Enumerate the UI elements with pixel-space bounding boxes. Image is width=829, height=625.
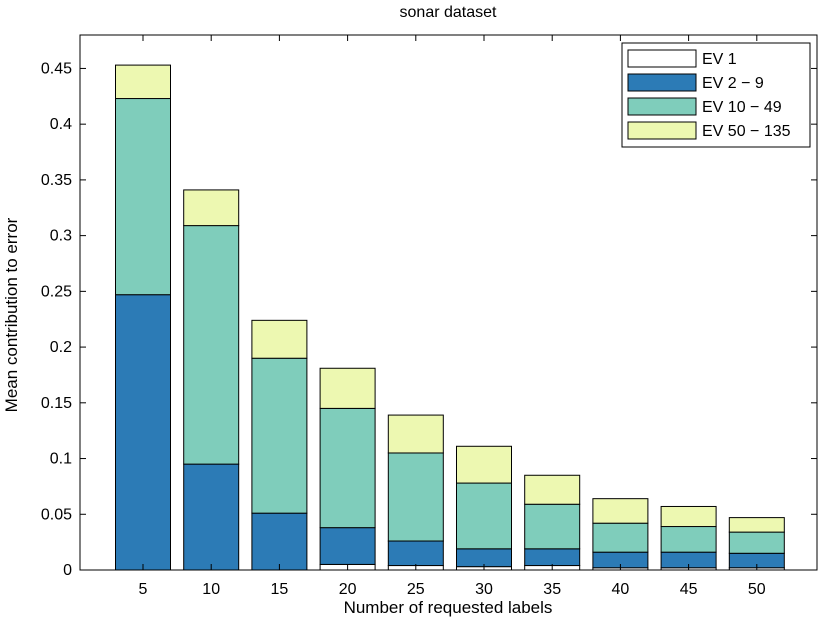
legend-swatch-1 xyxy=(627,49,697,68)
bar-segment-35-series-4 xyxy=(524,474,581,505)
bar-segment-50-series-3 xyxy=(728,531,785,554)
legend-label-3: EV 10 − 49 xyxy=(702,99,782,116)
chart-title: sonar dataset xyxy=(400,4,498,21)
legend-label-4: EV 50 − 135 xyxy=(702,123,791,140)
plot-frame xyxy=(79,34,818,571)
x-tick-label: 30 xyxy=(475,581,493,598)
y-tick-label: 0.05 xyxy=(41,506,72,523)
bar-segment-30-series-4 xyxy=(456,445,512,484)
x-axis-title: Number of requested labels xyxy=(344,598,553,617)
bar-segment-10-series-4 xyxy=(183,189,240,227)
y-tick-label: 0.35 xyxy=(41,172,72,189)
bar-segment-25-series-2 xyxy=(387,540,444,567)
bar-segment-5-series-3 xyxy=(115,98,171,296)
bar-segment-45-series-3 xyxy=(660,526,717,553)
bar-segment-35-series-3 xyxy=(524,503,581,550)
x-tick-label: 40 xyxy=(612,581,630,598)
bar-segment-10-series-3 xyxy=(183,225,240,465)
bar-segment-25-series-4 xyxy=(387,414,444,454)
y-tick-label: 0 xyxy=(63,562,72,579)
x-tick-label: 20 xyxy=(339,581,357,598)
x-tick-label: 45 xyxy=(680,581,698,598)
x-tick-label: 10 xyxy=(202,581,220,598)
bar-segment-15-series-4 xyxy=(251,319,308,359)
legend: EV 1 EV 2 − 9 EV 10 − 49 EV 50 − 135 xyxy=(621,42,811,148)
legend-label-2: EV 2 − 9 xyxy=(702,75,764,92)
bar-segment-40-series-4 xyxy=(592,498,649,524)
bars-layer xyxy=(115,64,785,571)
y-tick-label: 0.1 xyxy=(50,451,72,468)
bar-segment-5-series-2 xyxy=(115,294,171,571)
bar-segment-10-series-2 xyxy=(183,463,240,571)
bar-segment-30-series-3 xyxy=(456,482,512,550)
y-tick-label: 0.25 xyxy=(41,283,72,300)
y-tick-label: 0.3 xyxy=(50,228,72,245)
bar-segment-5-series-4 xyxy=(115,64,171,100)
legend-swatch-3 xyxy=(627,97,697,116)
y-axis-title: Mean contribution to error xyxy=(2,217,21,412)
legend-swatch-4 xyxy=(627,121,697,140)
y-tick-label: 0.2 xyxy=(50,339,72,356)
bar-segment-35-series-2 xyxy=(524,548,581,567)
bar-segment-20-series-2 xyxy=(319,527,376,565)
bar-segment-40-series-3 xyxy=(592,522,649,553)
bar-segment-15-series-3 xyxy=(251,357,308,514)
x-tick-label: 25 xyxy=(407,581,425,598)
legend-label-1: EV 1 xyxy=(702,51,737,68)
y-tick-label: 0.4 xyxy=(50,116,72,133)
bar-segment-30-series-2 xyxy=(456,548,512,568)
axes-layer: 0 0.05 0.1 0.15 0.2 0.25 0.3 0.35 0.4 0.45 5 10 15 20… xyxy=(41,34,818,598)
bar-segment-45-series-4 xyxy=(660,505,717,528)
bar-segment-15-series-2 xyxy=(251,512,308,571)
x-tick-label: 15 xyxy=(271,581,289,598)
bar-segment-25-series-3 xyxy=(387,452,444,542)
y-tick-label: 0.45 xyxy=(41,60,72,77)
bar-segment-20-series-4 xyxy=(319,367,376,409)
x-tick-label: 50 xyxy=(748,581,766,598)
bar-segment-20-series-3 xyxy=(319,407,376,529)
y-tick-label: 0.15 xyxy=(41,395,72,412)
x-tick-label: 5 xyxy=(139,581,148,598)
legend-swatch-2 xyxy=(627,73,697,92)
x-tick-label: 35 xyxy=(543,581,561,598)
bar-segment-50-series-4 xyxy=(728,517,785,533)
